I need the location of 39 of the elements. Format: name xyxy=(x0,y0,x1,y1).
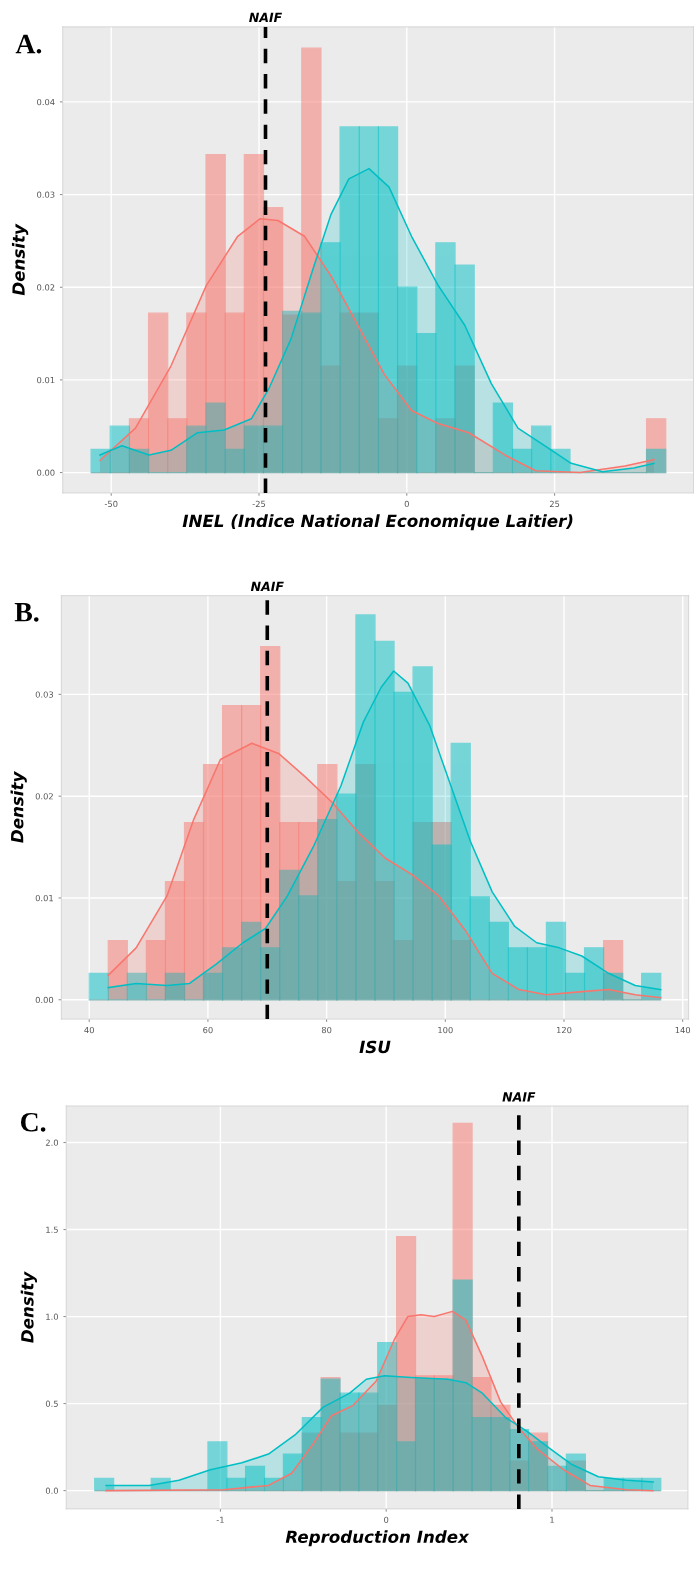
ref-line-label: NAIF xyxy=(250,581,284,591)
x-tick-label: 100 xyxy=(438,1026,453,1034)
y-tick-label: 1.5 xyxy=(46,1226,58,1233)
chart-title: B. xyxy=(14,603,39,622)
x-tick-label: 80 xyxy=(321,1026,332,1034)
ref-line-label: NAIF xyxy=(502,1092,536,1102)
x-tick-label: 1 xyxy=(550,1516,554,1523)
x-tick-label: 0 xyxy=(404,500,409,508)
y-tick-label: 2.0 xyxy=(45,1139,59,1146)
x-axis-title: ISU xyxy=(359,1040,391,1054)
x-tick-label: -25 xyxy=(252,500,266,508)
y-tick-label: 0.02 xyxy=(35,793,53,800)
y-tick-label: 0.0 xyxy=(45,1487,59,1494)
y-tick-label: 0.00 xyxy=(37,469,55,476)
x-tick-label: 140 xyxy=(675,1026,691,1034)
y-axis-title: Density xyxy=(20,1271,37,1343)
y-tick-label: 0.00 xyxy=(35,996,54,1004)
x-tick-label: 40 xyxy=(84,1026,94,1034)
x-tick-label: 25 xyxy=(549,500,560,508)
y-tick-label: 0.01 xyxy=(35,894,53,902)
y-tick-label: 0.03 xyxy=(37,191,55,198)
x-axis-title: Reproduction Index xyxy=(285,1530,470,1547)
y-tick-label: 0.5 xyxy=(45,1400,58,1407)
x-tick-label: -1 xyxy=(216,1516,224,1523)
y-tick-label: 0.02 xyxy=(37,284,55,291)
y-tick-label: 1.0 xyxy=(46,1313,59,1320)
x-tick-label: -50 xyxy=(104,500,118,508)
x-tick-label: 0 xyxy=(384,1516,389,1523)
ref-line-label: NAIF xyxy=(249,12,282,22)
y-axis-title: Density xyxy=(11,223,29,296)
x-tick-label: 60 xyxy=(203,1026,213,1034)
chart-title: C. xyxy=(20,1112,46,1132)
x-axis-title: INEL (Indice National Economique Laitier) xyxy=(182,514,573,531)
y-tick-label: 0.01 xyxy=(37,376,55,384)
y-tick-label: 0.04 xyxy=(37,98,55,106)
y-tick-label: 0.03 xyxy=(35,691,54,698)
chart-title: A. xyxy=(15,34,42,54)
y-axis-title: Density xyxy=(10,771,27,843)
x-tick-label: 120 xyxy=(556,1026,572,1034)
